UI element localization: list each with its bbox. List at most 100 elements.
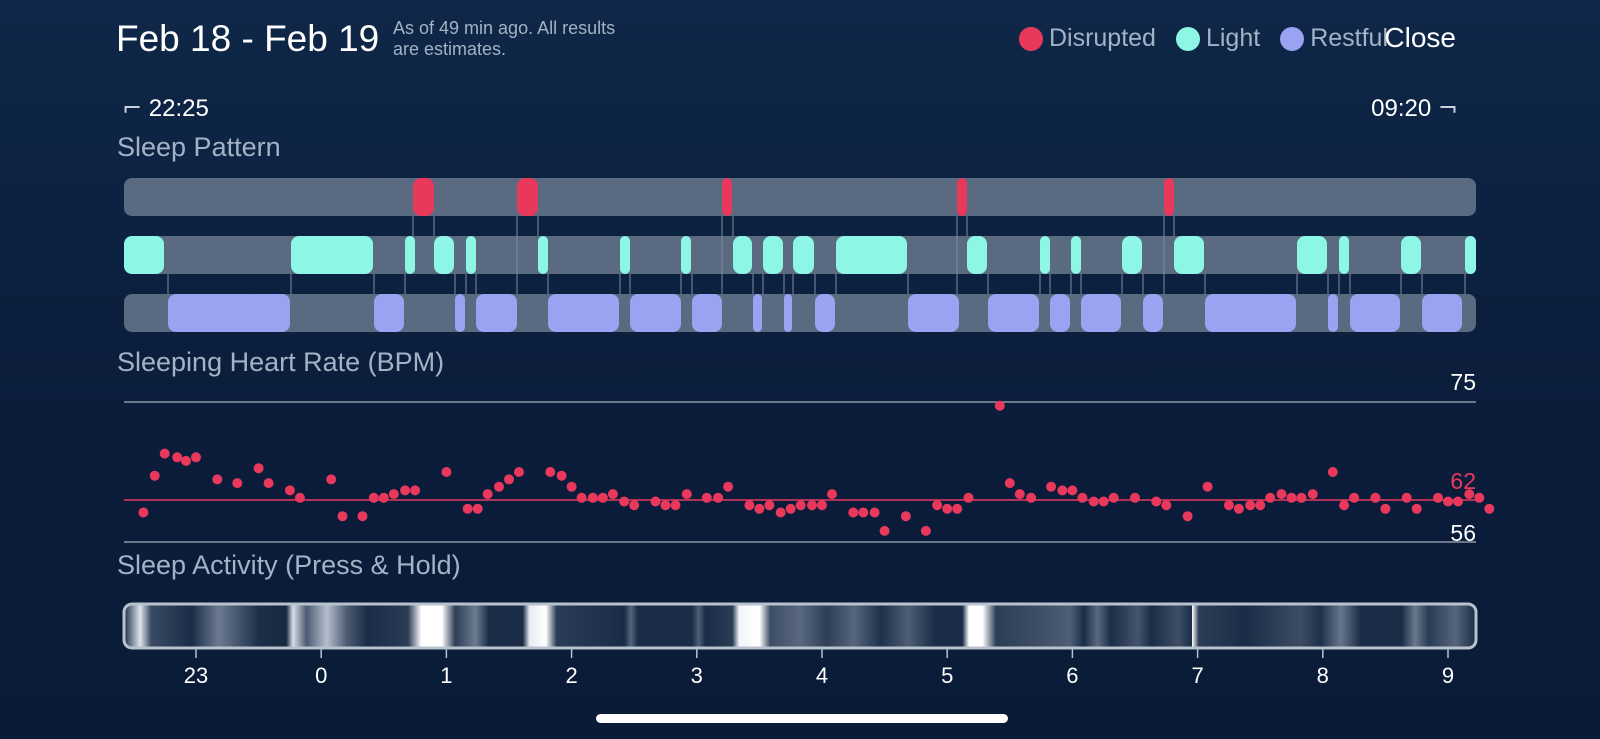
heart-rate-title: Sleeping Heart Rate (BPM) <box>117 347 445 377</box>
light-segment <box>681 236 691 274</box>
hr-point <box>1433 492 1443 503</box>
hr-point <box>701 492 712 503</box>
light-segment <box>538 236 548 274</box>
light-segment <box>1122 236 1142 274</box>
light-segment <box>1174 236 1204 274</box>
light-segment <box>967 236 987 274</box>
hr-point <box>410 485 421 496</box>
hr-point <box>159 448 170 459</box>
hr-point <box>1014 489 1025 500</box>
hr-point <box>827 489 837 500</box>
axis-tick-label: 3 <box>691 663 703 688</box>
hr-point <box>1057 485 1068 496</box>
hr-point <box>1307 489 1318 500</box>
date-range-title: Feb 18 - Feb 19 <box>116 18 380 59</box>
hr-point <box>1327 467 1338 477</box>
hr-point <box>149 470 160 481</box>
light-segment <box>405 236 415 274</box>
light-segment <box>291 236 373 274</box>
sleep-activity-strip[interactable] <box>122 602 1478 650</box>
hr-point <box>1349 492 1360 503</box>
light-segment <box>793 236 814 274</box>
light-segment <box>124 236 164 274</box>
hr-point <box>1443 496 1453 507</box>
restful-segment <box>168 294 290 332</box>
axis-tick-label: 7 <box>1191 663 1203 688</box>
hr-point <box>587 492 598 503</box>
hr-point <box>869 507 880 518</box>
hr-point <box>785 503 796 514</box>
legend-label-disrupted: Disrupted <box>1048 24 1156 52</box>
hr-point <box>482 489 493 500</box>
hr-point <box>900 511 911 522</box>
hr-point <box>1161 500 1172 511</box>
restful-segment <box>1350 294 1400 332</box>
hr-point <box>764 500 775 511</box>
hr-point <box>212 474 223 485</box>
hr-point <box>1098 496 1109 507</box>
disrupted-segment <box>413 178 434 216</box>
disrupted-dot-icon <box>1018 26 1043 51</box>
light-segment <box>1071 236 1081 274</box>
hr-point <box>775 507 786 518</box>
hr-point <box>1151 496 1162 507</box>
hr-point <box>858 507 869 518</box>
start-bracket-icon: ⌐ <box>122 94 143 122</box>
hr-point <box>817 500 827 511</box>
axis-tick-label: 1 <box>440 663 452 688</box>
sleep-activity-title: Sleep Activity (Press & Hold) <box>117 550 461 580</box>
hr-point <box>556 470 567 481</box>
restful-segment <box>815 294 835 332</box>
estimate-note-line2: are estimates. <box>393 39 507 59</box>
hr-point <box>181 455 191 466</box>
light-segment <box>763 236 783 274</box>
hr-point <box>1484 503 1495 514</box>
hr-point <box>660 500 671 511</box>
axis-tick-label: 2 <box>565 663 577 688</box>
light-segment <box>434 236 454 274</box>
restful-segment <box>1422 294 1462 332</box>
axis-tick-label: 8 <box>1317 663 1329 688</box>
restful-segment <box>630 294 681 332</box>
pattern-connectors <box>167 216 1466 294</box>
hr-point <box>191 452 201 463</box>
restful-segment <box>1328 294 1338 332</box>
light-segment <box>836 236 907 274</box>
legend-label-restful: Restful <box>1310 24 1388 52</box>
end-time-label: 09:20 <box>1371 95 1432 122</box>
restful-segment <box>753 294 762 332</box>
estimate-note: As of 49 min ago. All results are estima… <box>393 18 683 60</box>
hr-point <box>441 467 452 477</box>
restful-segment <box>988 294 1039 332</box>
hr-point <box>462 503 473 514</box>
legend-label-light: Light <box>1205 24 1261 52</box>
hr-point <box>952 503 963 514</box>
end-bracket-icon: ¬ <box>1437 94 1458 122</box>
hr-point <box>932 500 943 511</box>
hr-point <box>368 492 379 503</box>
disrupted-segment <box>957 178 967 216</box>
hr-point <box>713 492 724 503</box>
disrupted-segment <box>1164 178 1174 216</box>
hr-point <box>1380 503 1391 514</box>
hr-avg-label: 62 <box>1450 468 1476 494</box>
hr-point <box>1046 481 1057 492</box>
hr-point <box>607 489 618 500</box>
restful-segment <box>784 294 792 332</box>
hr-point <box>1339 500 1350 511</box>
hr-point <box>566 481 577 492</box>
hr-point <box>1026 492 1037 503</box>
hr-point <box>253 463 264 474</box>
disrupted-segment <box>517 178 538 216</box>
light-dot-icon <box>1175 26 1200 51</box>
home-indicator[interactable] <box>596 714 1008 723</box>
hr-point <box>1370 492 1381 503</box>
close-button[interactable]: Close <box>1384 22 1456 53</box>
hr-point <box>619 496 630 507</box>
hr-point <box>994 400 1005 411</box>
restful-segment <box>1143 294 1163 332</box>
hr-point <box>1276 489 1287 500</box>
hr-point <box>879 525 890 536</box>
hr-point <box>650 496 661 507</box>
